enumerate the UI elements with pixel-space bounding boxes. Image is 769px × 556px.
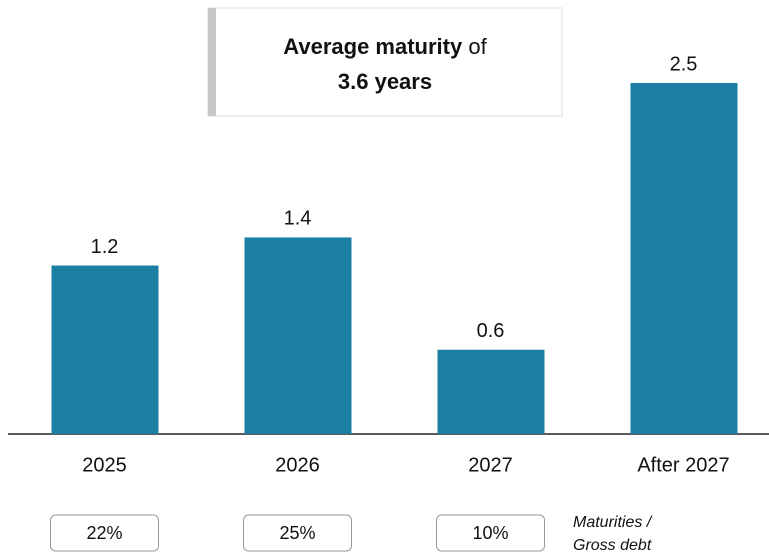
value-label: 1.4 <box>284 208 312 230</box>
value-label: 0.6 <box>477 320 505 342</box>
value-label: 1.2 <box>91 236 119 258</box>
ratio-value: 22% <box>86 523 122 543</box>
bar <box>51 265 159 434</box>
x-tick-label: 2026 <box>275 454 320 476</box>
annotation-accent <box>208 8 216 116</box>
ratio-box <box>436 514 545 552</box>
x-tick-label: 2027 <box>468 454 513 476</box>
annotation-text: of <box>468 34 487 59</box>
annotation-bold: Average maturity <box>283 34 463 59</box>
bar <box>244 237 352 434</box>
ratio-label: Maturities / <box>573 514 653 531</box>
ratio-label: Gross debt <box>573 537 652 554</box>
x-tick-label: After 2027 <box>637 454 729 476</box>
annotation-line: Average maturity of <box>283 34 487 59</box>
ratio-box <box>50 514 159 552</box>
ratio-value: 25% <box>279 523 315 543</box>
value-label: 2.5 <box>670 53 698 75</box>
annotation-highlight: 3.6 years <box>338 69 432 94</box>
ratio-value: 10% <box>472 523 508 543</box>
x-tick-label: 2025 <box>82 454 127 476</box>
ratio-box <box>243 514 352 552</box>
annotation-box <box>207 7 563 117</box>
bar <box>630 83 738 434</box>
bar <box>437 349 545 434</box>
